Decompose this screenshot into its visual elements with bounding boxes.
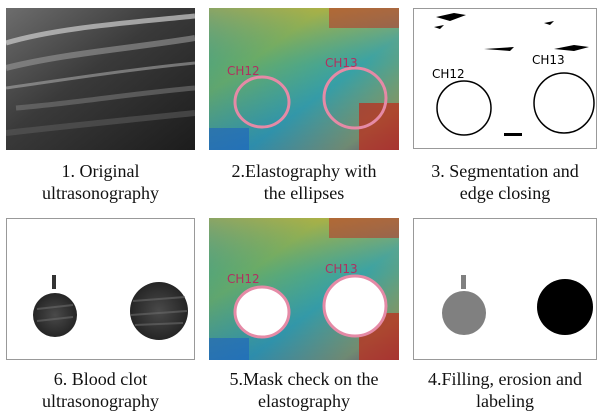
blood-clot-image [6, 218, 195, 360]
label-ch13: CH13 [325, 56, 358, 70]
caption-blood-clot: 6. Blood clot ultrasonography [42, 369, 159, 411]
label-ch13-mask: CH13 [325, 262, 358, 276]
caption-segmentation: 3. Segmentation and edge closing [431, 161, 579, 203]
caption-elastography: 2.Elastography with the ellipses [231, 161, 377, 203]
mask-check-image: CH12 CH13 [209, 218, 399, 360]
label-ch12-seg: CH12 [432, 67, 465, 81]
label-ch12: CH12 [227, 64, 260, 78]
elastography-image: CH12 CH13 [209, 8, 399, 150]
caption-mask-check: 5.Mask check on the elastography [229, 369, 379, 411]
original-ultrasound-image [6, 8, 195, 150]
caption-filling-labeling: 4.Filling, erosion and labeling [428, 369, 582, 411]
segmentation-image: CH12 CH13 [413, 8, 597, 149]
filling-labeling-image [413, 218, 597, 360]
label-ch12-mask: CH12 [227, 272, 260, 286]
caption-original: 1. Original ultrasonography [42, 161, 159, 203]
label-ch13-seg: CH13 [532, 53, 565, 67]
